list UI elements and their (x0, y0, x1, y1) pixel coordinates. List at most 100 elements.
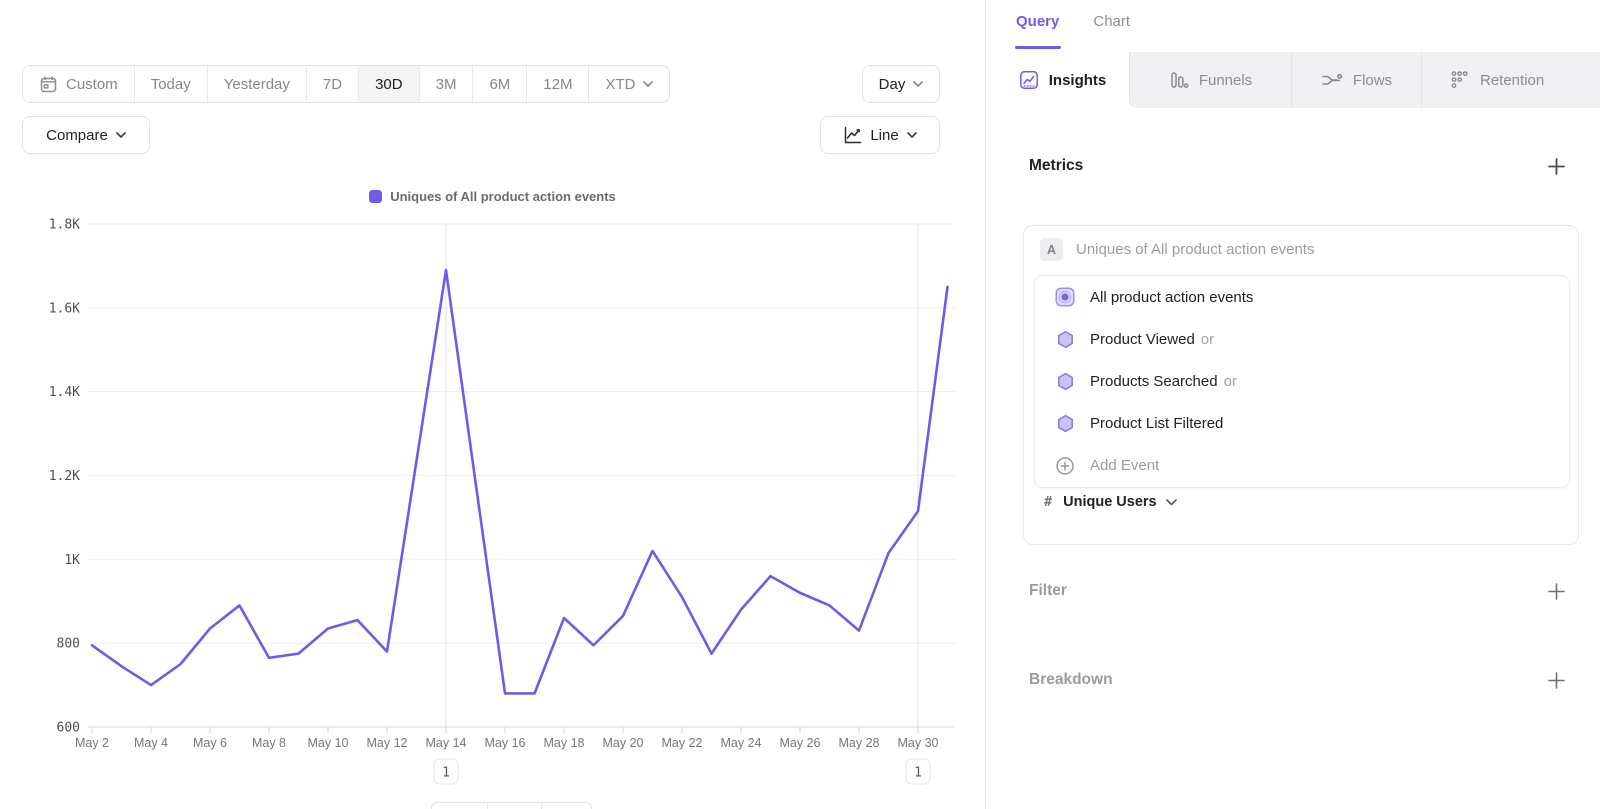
x-tick-label: May 26 (780, 736, 821, 750)
legend-label: Uniques of All product action events (390, 189, 616, 204)
view-tabs: Query Chart (1016, 13, 1130, 30)
add-breakdown-button[interactable] (1545, 669, 1567, 691)
report-tab-insights[interactable]: Insights (996, 52, 1129, 108)
retention-icon (1450, 70, 1470, 90)
view-tab-query[interactable]: Query (1016, 13, 1060, 30)
chevron-down-icon (116, 132, 126, 138)
event-hexagon-icon (1055, 414, 1075, 434)
range-label: 30D (375, 75, 403, 93)
chevron-down-icon (1165, 498, 1177, 506)
line-chart-icon (843, 126, 862, 145)
chevron-down-icon (913, 81, 924, 87)
range-label: 7D (322, 75, 343, 93)
compare-label: Compare (46, 126, 108, 144)
event-row[interactable]: Product Viewed or (1035, 318, 1569, 360)
x-tick-label: May 10 (308, 736, 349, 750)
event-operator: or (1200, 330, 1215, 348)
add-event-button[interactable]: Add Event (1035, 445, 1569, 487)
x-tick-label: May 14 (426, 736, 467, 750)
x-tick-label: May 28 (839, 736, 880, 750)
event-row[interactable]: Product List Filtered (1035, 403, 1569, 445)
report-tab-funnels[interactable]: Funnels (1129, 52, 1291, 108)
x-tick-label: May 8 (252, 736, 286, 750)
metric-card: A Uniques of All product action events A… (1023, 225, 1579, 545)
granularity-button[interactable]: Day (862, 65, 940, 103)
breakdown-title: Breakdown (1029, 671, 1113, 688)
annotation-badge[interactable] (433, 758, 459, 785)
measurement-selector[interactable]: # Unique Users (1044, 494, 1177, 510)
range-label: Today (150, 75, 191, 93)
compare-button[interactable]: Compare (22, 116, 150, 154)
granularity-label: Day (878, 75, 906, 93)
y-tick-label: 1K (64, 553, 80, 568)
event-label: Products Searched (1090, 373, 1218, 390)
hash-icon: # (1044, 494, 1053, 510)
metric-series-row: A Uniques of All product action events (1040, 238, 1314, 261)
calendar-icon (39, 75, 58, 94)
event-row[interactable]: Products Searched or (1035, 360, 1569, 402)
query-panel: Query Chart Insights Funnels Flows Retention… (985, 0, 1600, 809)
event-operator: or (1223, 373, 1237, 390)
x-tick-label: May 2 (75, 736, 109, 750)
range-30d[interactable]: 30D (359, 66, 420, 102)
chevron-down-icon (643, 81, 654, 87)
x-tick-label: May 12 (367, 736, 408, 750)
event-label: Product Viewed (1090, 330, 1195, 348)
trend-line (90, 268, 949, 695)
report-tab-label: Insights (1048, 71, 1107, 89)
event-label: All product action events (1090, 288, 1254, 306)
range-label: Custom (66, 75, 118, 93)
x-tick-label: May 16 (485, 736, 526, 750)
series-badge: A (1040, 238, 1063, 261)
range-label: 3M (435, 75, 457, 93)
metrics-title: Metrics (1029, 157, 1084, 174)
active-tab-underline (1015, 46, 1061, 49)
range-7d[interactable]: 7D (306, 66, 360, 102)
add-circle-icon (1055, 456, 1075, 476)
chart-legend: Uniques of All product action events (0, 189, 985, 204)
time-range-mini-toolbar[interactable] (431, 802, 592, 809)
add-filter-button[interactable] (1545, 580, 1567, 602)
measurement-label: Unique Users (1063, 494, 1157, 510)
chevron-down-icon (906, 132, 917, 138)
range-today[interactable]: Today (134, 66, 208, 102)
range-xtd[interactable]: XTD (589, 66, 670, 102)
range-label: 12M (543, 75, 573, 93)
legend-swatch (369, 190, 383, 203)
annotation-badge[interactable] (905, 758, 931, 785)
x-tick-label: May 6 (193, 736, 227, 750)
range-label: 6M (489, 75, 511, 93)
range-yesterday[interactable]: Yesterday (207, 66, 307, 102)
event-hexagon-icon (1055, 372, 1075, 392)
x-tick-label: May 20 (603, 736, 644, 750)
event-label: Product List Filtered (1090, 415, 1224, 433)
annotation-badge-label: 1 (442, 766, 450, 781)
x-tick-label: May 24 (721, 736, 762, 750)
view-tab-chart[interactable]: Chart (1093, 13, 1131, 30)
chart-panel: 600 800 1K 1.2K 1.4K 1.6K 1.8K 1 1 May 2 May 4 May … (0, 65, 985, 809)
range-6m[interactable]: 6M (473, 66, 528, 102)
y-tick-label: 1.6K (49, 301, 80, 316)
range-custom[interactable]: Custom (23, 66, 135, 102)
y-tick-label: 1.8K (49, 218, 80, 233)
range-label: Yesterday (223, 75, 290, 93)
flows-icon (1321, 70, 1343, 90)
add-metric-button[interactable] (1545, 155, 1567, 177)
chart-type-label: Line (870, 126, 899, 144)
insights-icon (1019, 70, 1039, 90)
report-tab-flows[interactable]: Flows (1291, 52, 1421, 108)
chart-type-button[interactable]: Line (820, 116, 940, 154)
report-tab-retention[interactable]: Retention (1421, 52, 1600, 108)
range-12m[interactable]: 12M (527, 66, 590, 102)
y-tick-label: 1.2K (49, 469, 80, 484)
x-tick-label: May 30 (898, 736, 939, 750)
annotation-badge-label: 1 (914, 766, 922, 781)
y-tick-label: 800 (57, 637, 80, 652)
event-row[interactable]: All product action events (1035, 276, 1569, 318)
funnels-icon (1169, 70, 1189, 90)
y-tick-label: 600 (57, 721, 80, 736)
all-events-icon (1055, 287, 1075, 307)
date-range-group: Custom Today Yesterday 7D 30D 3M 6M 12M XTD (22, 65, 671, 103)
range-3m[interactable]: 3M (419, 66, 474, 102)
